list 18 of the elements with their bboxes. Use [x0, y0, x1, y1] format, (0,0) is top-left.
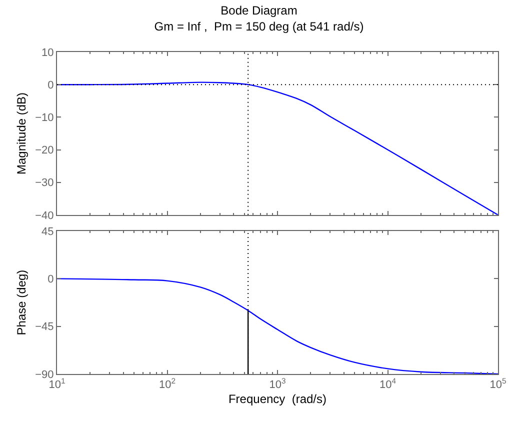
y-tick-label: 10: [42, 46, 54, 59]
chart-title: Bode Diagram: [220, 4, 298, 18]
x-tick-label: 10$^{5}$: [490, 376, 506, 392]
y-tick-label: −10: [35, 112, 54, 124]
x-tick-label: 10$^{2}$: [158, 376, 176, 392]
y-tick-label: −45: [35, 321, 54, 334]
y-tick-label: −30: [35, 177, 54, 190]
x-tick-label: 10$^{4}$: [379, 376, 397, 392]
y-axis-title: Magnitude (dB): [14, 92, 28, 174]
x-axis-title: Frequency (rad/s): [228, 392, 327, 406]
y-tick-label: −20: [35, 144, 54, 157]
y-tick-label: 0: [48, 79, 54, 92]
y-tick-label: 0: [48, 274, 54, 286]
y-tick-label: 45: [42, 226, 54, 238]
chart-subtitle: Gm = Inf , Pm = 150 deg (at 541 rad/s): [154, 19, 364, 34]
x-tick-label: 10$^{3}$: [269, 376, 286, 392]
y-axis-title: Phase (deg): [14, 270, 28, 336]
y-tick-label: −40: [35, 210, 54, 222]
